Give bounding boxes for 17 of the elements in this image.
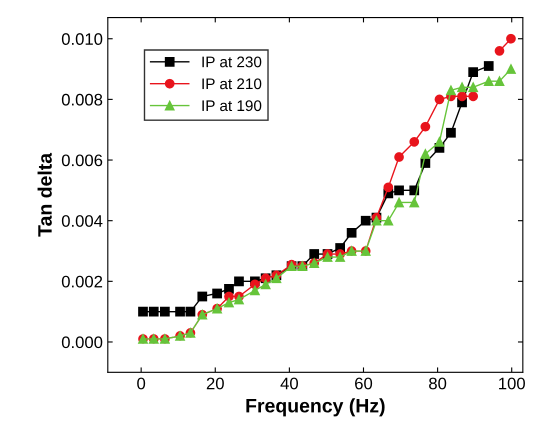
x-tick-label: 100 (499, 378, 525, 390)
y-tick-label: 0.000 (62, 336, 102, 348)
legend-label: IP at 190 (202, 100, 262, 112)
x-tick-label: 40 (280, 378, 298, 390)
x-axis-title: Frequency (Hz) (246, 398, 385, 416)
x-tick-label: 0 (137, 378, 146, 390)
y-tick-label: 0.002 (62, 276, 102, 288)
y-tick-label: 0.008 (62, 94, 102, 106)
y-tick-label: 0.004 (62, 215, 102, 227)
y-tick-label: 0.010 (62, 33, 102, 45)
y-axis-title: Tan delta (38, 152, 52, 237)
legend-label: IP at 210 (202, 78, 262, 90)
x-tick-label: 60 (355, 378, 372, 390)
y-tick-label: 0.006 (62, 154, 102, 166)
x-tick-label: 80 (429, 378, 446, 390)
legend-label: IP at 230 (202, 56, 262, 68)
x-tick-label: 20 (206, 378, 224, 390)
